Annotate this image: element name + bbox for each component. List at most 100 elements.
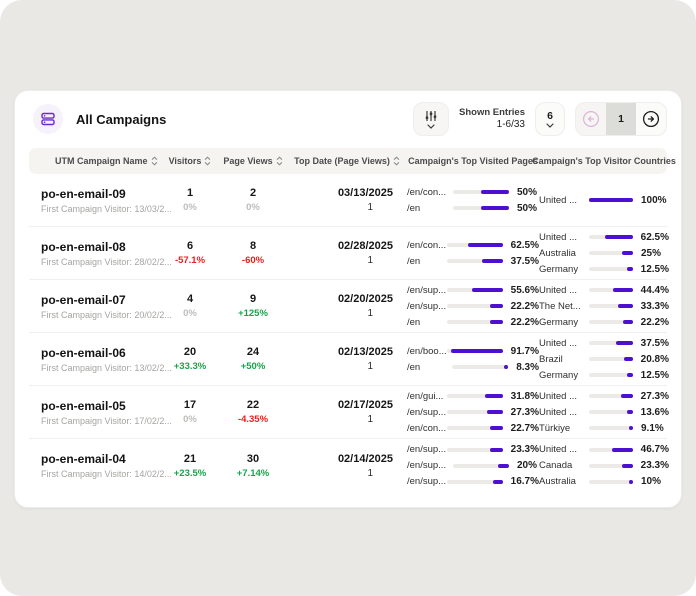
visitors-value: 20 (183, 346, 197, 358)
country-label: The Net... (539, 300, 581, 312)
percentage-label: 100% (641, 194, 667, 206)
table-row[interactable]: po-en-email-07 First Campaign Visitor: 2… (29, 280, 669, 333)
percentage-label: 91.7% (510, 345, 539, 357)
progress-bar (589, 426, 633, 430)
stat-bar-row: Germany 12.5% (539, 368, 669, 382)
page-views-value: 22 (246, 399, 260, 411)
progress-bar-fill (489, 447, 503, 452)
column-utm-campaign-name[interactable]: UTM Campaign Name (29, 156, 161, 166)
campaign-name: po-en-email-05 (41, 398, 126, 413)
stat-bar-row: Brazil 20.8% (539, 352, 669, 366)
table-row[interactable]: po-en-email-09 First Campaign Visitor: 1… (29, 174, 667, 227)
progress-bar (453, 190, 509, 194)
country-label: United ... (539, 406, 578, 418)
progress-bar (588, 235, 633, 239)
country-label: United ... (539, 231, 578, 243)
visitors-value: 4 (186, 293, 194, 305)
stat-bar-row: /en 22.2% (407, 315, 539, 329)
column-top-date[interactable]: Top Date (Page Views) (287, 156, 407, 166)
page-views-change: 0% (246, 202, 260, 213)
page-path-label: /en/sup... (407, 300, 447, 312)
page-views-cell: 30 +7.14% (219, 453, 287, 479)
column-label: Top Date (Page Views) (294, 156, 390, 166)
top-date-value: 02/14/2025 (337, 452, 393, 465)
visitors-value: 1 (186, 187, 194, 199)
page-path-label: /en (407, 255, 421, 267)
page-title: All Campaigns (76, 111, 167, 127)
page-path-label: /en/gui... (407, 390, 444, 402)
visitors-change: 0% (183, 308, 197, 319)
table-row[interactable]: po-en-email-08 First Campaign Visitor: 2… (29, 227, 669, 280)
page-size-select[interactable]: 6 (535, 102, 565, 136)
stat-bar-row: /en/gui... 31.8% (407, 389, 539, 403)
toolbar: Shown Entries 1-6/33 6 1 (413, 102, 667, 136)
filter-button[interactable] (413, 102, 450, 136)
stat-bar-row: /en/sup... 20% (407, 459, 539, 473)
current-page[interactable]: 1 (606, 103, 636, 135)
percentage-label: 27.3% (640, 390, 669, 402)
table-row[interactable]: po-en-email-06 First Campaign Visitor: 1… (29, 333, 669, 386)
percentage-label: 20% (517, 460, 538, 471)
progress-bar-fill (451, 349, 503, 353)
visitors-cell: 4 0% (161, 293, 219, 319)
progress-bar-fill (467, 243, 503, 247)
page-path-label: /en (407, 361, 421, 373)
progress-bar-fill (487, 410, 503, 414)
percentage-label: 50% (517, 202, 538, 214)
progress-bar-fill (626, 410, 633, 414)
table-row[interactable]: po-en-email-04 First Campaign Visitor: 1… (29, 439, 669, 492)
percentage-label: 10% (641, 476, 662, 487)
table-body: po-en-email-09 First Campaign Visitor: 1… (29, 174, 669, 492)
campaign-name: po-en-email-04 (41, 452, 126, 466)
visitors-value: 17 (183, 399, 197, 411)
country-label: Türkiye (539, 422, 571, 434)
top-date-count: 1 (367, 361, 373, 372)
country-label: United ... (539, 337, 578, 349)
progress-bar (588, 357, 633, 361)
top-pages-cell: /en/sup... 55.6% /en/sup... 22.2% /en 22.2% (407, 283, 539, 329)
visitors-value: 21 (183, 452, 197, 465)
progress-bar (588, 320, 633, 324)
stat-bar-row: /en/con... 62.5% (407, 238, 539, 252)
sort-icon (151, 156, 157, 166)
progress-bar (446, 349, 503, 353)
next-page-button[interactable] (636, 103, 666, 135)
progress-bar-fill (623, 357, 633, 361)
progress-bar (589, 251, 633, 255)
country-label: Brazil (539, 353, 563, 365)
percentage-label: 62.5% (510, 239, 539, 251)
chevron-down-icon (546, 122, 554, 128)
progress-bar (589, 479, 633, 484)
stat-bar-row: /en/sup... 16.7% (407, 475, 539, 489)
stat-bar-row: Germany 22.2% (539, 315, 669, 329)
stat-bar-row: United ... 44.4% (539, 283, 669, 297)
visitors-cell: 1 0% (161, 187, 219, 213)
column-visitors[interactable]: Visitors (161, 156, 219, 166)
top-date-value: 02/13/2025 (337, 346, 393, 358)
page-views-value: 2 (249, 187, 257, 199)
stat-bar-row: United ... 13.6% (539, 405, 669, 419)
prev-page-button[interactable] (576, 103, 606, 135)
page-path-label: /en/boo... (407, 345, 447, 357)
progress-bar-fill (489, 426, 503, 430)
stat-bar-row: United ... 46.7% (539, 443, 669, 457)
page-path-label: /en/sup... (407, 460, 447, 471)
progress-bar-fill (627, 267, 633, 271)
progress-bar-fill (620, 394, 633, 398)
campaign-name: po-en-email-08 (41, 239, 126, 254)
page-views-change: +125% (238, 308, 268, 319)
percentage-label: 31.8% (510, 390, 539, 402)
column-page-views[interactable]: Page Views (219, 156, 287, 166)
progress-bar-fill (503, 365, 509, 369)
page-views-cell: 22 -4.35% (219, 399, 287, 425)
progress-bar (453, 206, 509, 210)
progress-bar (588, 304, 633, 308)
country-label: Germany (539, 369, 579, 381)
visitors-cell: 17 0% (161, 399, 219, 425)
stat-bar-row: /en 50% (407, 201, 539, 215)
progress-bar-fill (589, 198, 633, 202)
progress-bar-fill (490, 320, 503, 324)
country-label: Australia (539, 247, 576, 259)
progress-bar-fill (616, 341, 633, 345)
table-row[interactable]: po-en-email-05 First Campaign Visitor: 1… (29, 386, 669, 439)
